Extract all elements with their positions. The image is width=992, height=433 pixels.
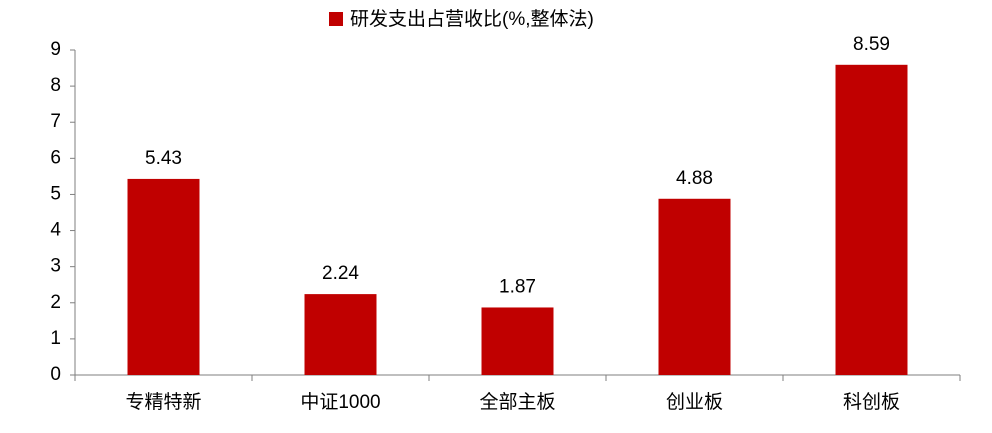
bar <box>127 178 200 375</box>
bar <box>835 64 908 376</box>
bar <box>304 294 377 375</box>
data-label: 4.88 <box>676 168 713 189</box>
y-tick-label: 2 <box>50 292 61 313</box>
x-tick-label: 创业板 <box>666 391 723 413</box>
y-tick-label: 8 <box>50 75 61 96</box>
y-tick-label: 3 <box>50 256 61 277</box>
y-tick-label: 5 <box>50 183 61 204</box>
data-label: 2.24 <box>322 263 359 284</box>
legend-label: 研发支出占营收比(%,整体法) <box>350 8 594 30</box>
y-tick-label: 1 <box>50 328 61 349</box>
x-tick-label: 全部主板 <box>479 391 555 413</box>
x-tick-label: 专精特新 <box>125 391 201 413</box>
data-label: 5.43 <box>145 148 182 169</box>
y-tick-label: 4 <box>50 220 61 241</box>
x-tick-label: 科创板 <box>843 391 900 413</box>
data-label: 1.87 <box>499 276 536 297</box>
y-tick-label: 0 <box>50 364 61 385</box>
y-tick-label: 6 <box>50 147 61 168</box>
x-tick-label: 中证1000 <box>300 391 380 413</box>
y-tick-label: 7 <box>50 111 61 132</box>
bar <box>481 307 554 375</box>
y-tick-label: 9 <box>50 39 61 60</box>
data-label: 8.59 <box>853 34 890 55</box>
bar <box>658 198 731 375</box>
legend-swatch <box>329 12 343 26</box>
